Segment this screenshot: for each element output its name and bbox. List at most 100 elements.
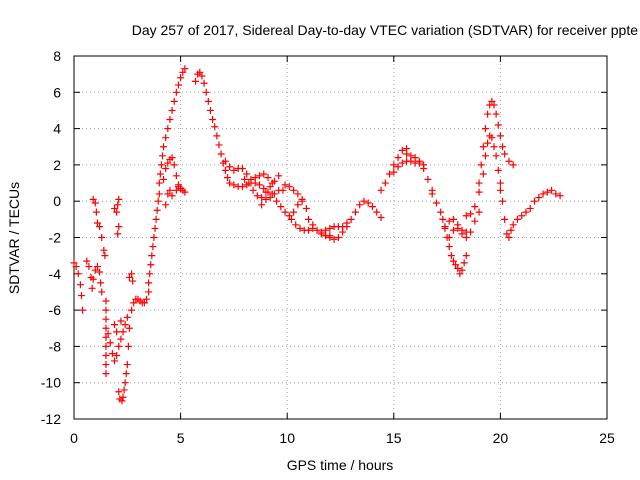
tick-labels: 0 5 10 15 20 25 -12 -10 -8 -6 -4 -2 0 2 4 6 8 bbox=[41, 48, 615, 446]
data-point bbox=[102, 306, 110, 314]
data-point bbox=[111, 204, 119, 212]
data-point bbox=[305, 215, 313, 223]
data-point bbox=[226, 163, 234, 171]
data-point bbox=[296, 224, 304, 232]
data-point bbox=[294, 201, 302, 209]
data-point bbox=[114, 230, 122, 238]
data-point bbox=[89, 275, 97, 283]
data-point bbox=[123, 313, 131, 321]
data-point bbox=[102, 324, 110, 332]
data-point bbox=[125, 273, 133, 281]
data-point bbox=[164, 125, 172, 133]
data-point bbox=[266, 183, 274, 191]
data-point bbox=[407, 152, 415, 160]
data-point bbox=[168, 192, 176, 200]
data-point bbox=[147, 261, 155, 269]
data-point bbox=[111, 321, 119, 329]
data-point bbox=[155, 179, 163, 187]
data-point bbox=[93, 263, 101, 271]
data-point bbox=[166, 186, 174, 194]
data-point bbox=[449, 226, 457, 234]
data-point bbox=[522, 208, 530, 216]
data-point bbox=[394, 163, 402, 171]
data-point bbox=[202, 88, 210, 96]
data-point bbox=[439, 215, 447, 223]
data-point bbox=[114, 201, 122, 209]
data-point bbox=[505, 157, 513, 165]
data-point bbox=[496, 186, 504, 194]
data-point bbox=[490, 101, 498, 109]
data-point bbox=[543, 188, 551, 196]
data-point bbox=[198, 72, 206, 80]
data-point bbox=[168, 106, 176, 114]
data-point bbox=[496, 179, 504, 187]
data-point bbox=[106, 339, 114, 347]
data-point bbox=[172, 186, 180, 194]
data-point bbox=[123, 361, 131, 369]
data-point bbox=[155, 190, 163, 198]
data-point bbox=[309, 221, 317, 229]
data-point bbox=[168, 154, 176, 162]
data-point bbox=[162, 165, 170, 173]
data-point bbox=[177, 74, 185, 82]
data-point bbox=[503, 230, 511, 238]
data-point bbox=[556, 192, 564, 200]
data-point bbox=[488, 97, 496, 105]
data-point bbox=[160, 175, 168, 183]
data-point bbox=[275, 172, 283, 180]
data-point bbox=[121, 321, 129, 329]
data-point bbox=[113, 328, 121, 336]
data-point bbox=[260, 184, 268, 192]
data-point bbox=[270, 177, 278, 185]
data-point bbox=[164, 159, 172, 167]
data-point bbox=[258, 201, 266, 209]
data-point bbox=[224, 174, 232, 182]
data-point bbox=[445, 217, 453, 225]
data-point bbox=[164, 190, 172, 198]
data-point bbox=[206, 106, 214, 114]
data-point bbox=[238, 183, 246, 191]
data-point bbox=[501, 215, 509, 223]
data-point bbox=[390, 161, 398, 169]
data-point bbox=[526, 204, 534, 212]
y-tick-label: 2 bbox=[53, 157, 61, 173]
data-point bbox=[85, 263, 93, 271]
data-point bbox=[124, 342, 132, 350]
data-point bbox=[364, 199, 372, 207]
data-point bbox=[292, 221, 300, 229]
data-point bbox=[390, 168, 398, 176]
data-point bbox=[499, 143, 507, 151]
data-point bbox=[266, 194, 274, 202]
data-point bbox=[96, 223, 104, 231]
data-point bbox=[230, 181, 238, 189]
data-point bbox=[226, 179, 234, 187]
data-point bbox=[251, 174, 259, 182]
data-point bbox=[492, 152, 500, 160]
data-point bbox=[102, 342, 110, 350]
data-points bbox=[70, 65, 564, 405]
data-point bbox=[377, 186, 385, 194]
data-point bbox=[351, 208, 359, 216]
data-point bbox=[488, 134, 496, 142]
data-point bbox=[89, 195, 97, 203]
data-point bbox=[432, 199, 440, 207]
data-point bbox=[151, 224, 159, 232]
data-point bbox=[411, 154, 419, 162]
data-point bbox=[386, 170, 394, 178]
data-point bbox=[484, 110, 492, 118]
data-point bbox=[241, 175, 249, 183]
data-point bbox=[145, 288, 153, 296]
data-point bbox=[481, 152, 489, 160]
data-point bbox=[437, 208, 445, 216]
data-point bbox=[343, 219, 351, 227]
data-point bbox=[253, 192, 261, 200]
data-point bbox=[262, 195, 270, 203]
data-point bbox=[152, 215, 160, 223]
data-point bbox=[98, 288, 106, 296]
y-tick-label: -10 bbox=[41, 375, 61, 391]
data-point bbox=[290, 186, 298, 194]
data-point bbox=[121, 379, 129, 387]
data-point bbox=[174, 181, 182, 189]
data-point bbox=[494, 121, 502, 129]
data-point bbox=[403, 150, 411, 158]
